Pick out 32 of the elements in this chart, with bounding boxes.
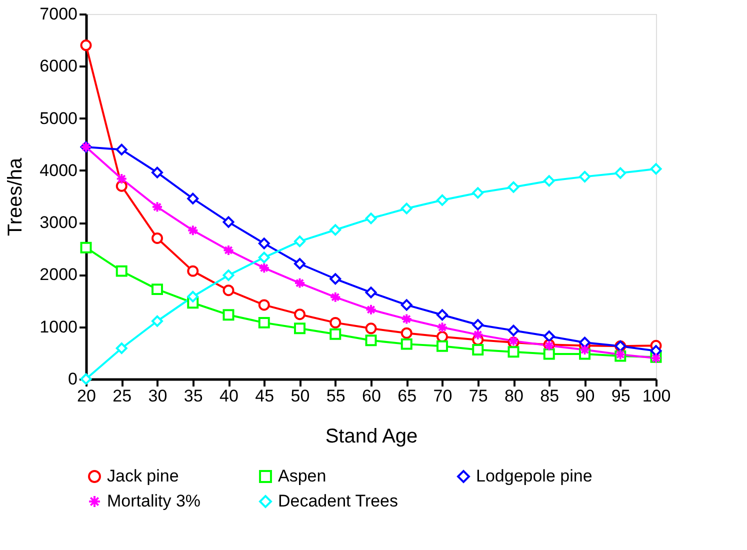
y-tick-label: 2000 bbox=[40, 265, 78, 284]
x-tick-label: 55 bbox=[326, 386, 346, 406]
x-tick-label: 40 bbox=[220, 386, 238, 406]
y-tick-label: 1000 bbox=[40, 317, 78, 336]
x-tick-label: 20 bbox=[77, 386, 96, 406]
x-tick-label: 100 bbox=[642, 386, 671, 406]
x-tick-label: 45 bbox=[255, 386, 274, 406]
y-tick-label: 3000 bbox=[40, 213, 78, 232]
y-tick-label: 7000 bbox=[40, 4, 78, 24]
legend-label: Mortality 3% bbox=[107, 492, 201, 510]
x-tick-label: 60 bbox=[362, 386, 381, 406]
y-tick-label: 5000 bbox=[40, 108, 78, 128]
x-tick-label: 25 bbox=[112, 386, 132, 406]
legend-label: Jack pine bbox=[107, 466, 179, 486]
y-axis-title: Trees/ha bbox=[4, 157, 27, 236]
legend-label: Lodgepole pine bbox=[476, 466, 592, 486]
x-axis-title: Stand Age bbox=[325, 426, 418, 448]
y-tick-label: 0 bbox=[68, 370, 78, 388]
legend-label: Decadent Trees bbox=[278, 492, 398, 510]
legend-label: Aspen bbox=[278, 466, 326, 486]
x-tick-label: 80 bbox=[504, 386, 524, 406]
x-tick-label: 85 bbox=[540, 386, 560, 406]
x-tick-label: 70 bbox=[433, 386, 452, 406]
y-tick-label: 6000 bbox=[40, 56, 78, 76]
x-tick-label: 30 bbox=[148, 386, 168, 406]
x-tick-label: 65 bbox=[398, 386, 417, 406]
x-tick-label: 50 bbox=[290, 386, 310, 406]
x-tick-label: 35 bbox=[184, 386, 203, 406]
x-tick-label: 95 bbox=[611, 386, 630, 406]
x-tick-label: 90 bbox=[576, 386, 595, 406]
x-tick-label: 75 bbox=[468, 386, 488, 406]
y-tick-label: 4000 bbox=[40, 160, 78, 180]
